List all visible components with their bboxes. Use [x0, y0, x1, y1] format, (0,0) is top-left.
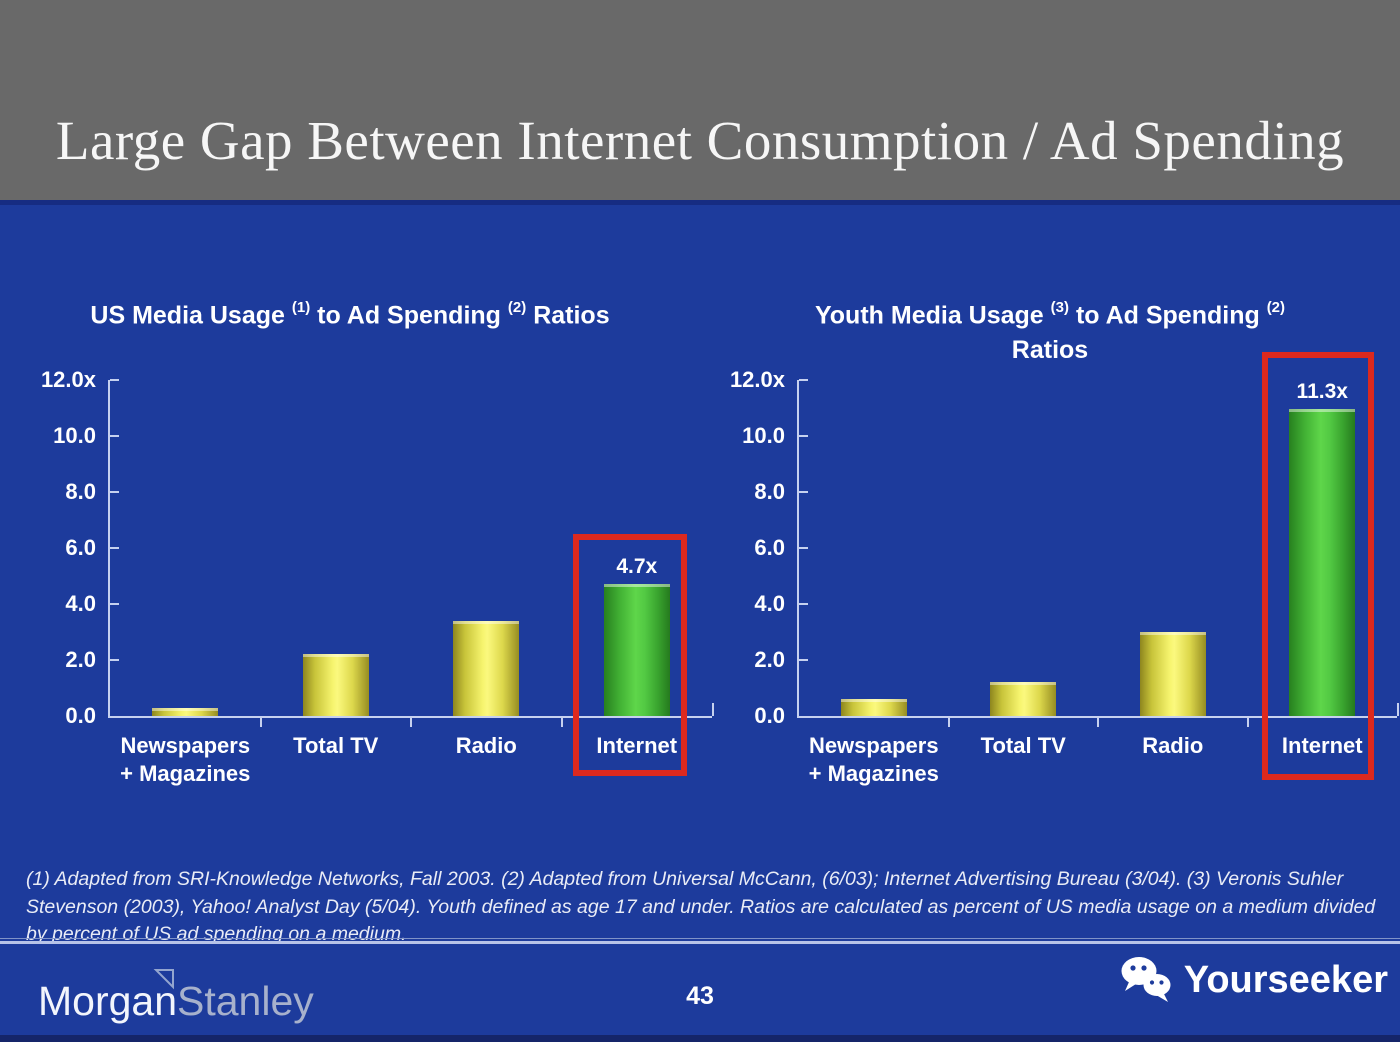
- footnote-ref-3: (3): [1050, 299, 1070, 316]
- y-tick-label: 8.0: [65, 479, 96, 504]
- highlight-box-youth-internet: [1262, 352, 1374, 780]
- category-line: + Magazines: [120, 761, 251, 786]
- separator-line: [0, 941, 1400, 944]
- category-label: Total TV: [293, 732, 378, 760]
- brand-word-stanley: Stanley: [177, 978, 314, 1024]
- title-text: to Ad Spending: [1075, 301, 1260, 330]
- bar-cell-radio: Radio: [1098, 380, 1248, 758]
- category-line: Radio: [455, 733, 517, 758]
- bar-cell-total-tv: Total TV: [949, 380, 1099, 758]
- yourseeker-label: Yourseeker: [1183, 959, 1388, 1001]
- page-number: 43: [686, 982, 714, 1010]
- title-text: to Ad Spending: [317, 301, 501, 330]
- morgan-stanley-logo: MorganStanley: [38, 978, 314, 1025]
- bar-total-tv: [302, 654, 369, 716]
- category-line: Internet: [596, 733, 678, 758]
- category-line: Total TV: [980, 733, 1066, 758]
- y-tick-label: 2.0: [754, 647, 785, 672]
- slide-header: Large Gap Between Internet Consumption /…: [0, 0, 1400, 200]
- bar-newspapers-magazines: [152, 707, 219, 716]
- logo-triangle-icon: [152, 968, 176, 995]
- footnote: (1) Adapted from SRI-Knowledge Networks,…: [26, 868, 1376, 945]
- category-line: Newspapers: [120, 733, 251, 758]
- y-tick-label: 6.0: [65, 535, 96, 560]
- category-label: Radio: [1142, 732, 1203, 760]
- chart-title-us: US Media Usage (1) to Ad Spending (2) Ra…: [10, 292, 690, 333]
- bars-youth: Newspapers + Magazines Total TV Radio: [799, 380, 1398, 786]
- y-tick-label: 2.0: [65, 647, 96, 672]
- plot-area-youth: 12.0x 10.0 8.0 6.0 4.0 2.0 0.0 Newspaper…: [730, 367, 1399, 786]
- category-label: Total TV: [981, 732, 1066, 760]
- bar-cell-newspapers: Newspapers + Magazines: [799, 380, 949, 786]
- category-line: Total TV: [293, 733, 379, 758]
- bars-us: Newspapers + Magazines Total TV Radio: [110, 380, 713, 786]
- bar-total-tv: [990, 682, 1057, 716]
- bar-newspapers-magazines: [840, 699, 907, 716]
- bar-internet: [1289, 409, 1356, 716]
- bar-cell-radio: Radio: [411, 380, 562, 758]
- bar-internet: [603, 584, 670, 716]
- brand-word-morgan: Morgan: [38, 978, 178, 1024]
- y-axis-labels: 12.0x 10.0 8.0 6.0 4.0 2.0 0.0: [10, 367, 96, 729]
- footnote-ref-1: (1): [291, 299, 311, 316]
- bar-cell-newspapers: Newspapers + Magazines: [110, 380, 261, 786]
- bottom-strip: [0, 1035, 1400, 1042]
- category-line: Newspapers: [808, 733, 939, 758]
- footnote-ref-2: (2): [1266, 299, 1286, 316]
- wechat-icon: [1118, 954, 1176, 1011]
- category-line: Radio: [1142, 733, 1204, 758]
- y-tick-label: 0.0: [65, 703, 96, 728]
- category-label: Radio: [456, 732, 517, 760]
- footnote-ref-2: (2): [507, 299, 527, 316]
- y-tick-label: 4.0: [754, 591, 785, 616]
- slide-title: Large Gap Between Internet Consumption /…: [55, 110, 1345, 171]
- y-tick-label: 10.0: [53, 423, 96, 448]
- category-label: Internet: [596, 732, 677, 760]
- chart-us-media: US Media Usage (1) to Ad Spending (2) Ra…: [0, 200, 714, 820]
- y-tick-label: 6.0: [754, 535, 785, 560]
- bar-cell-internet: 11.3x Internet: [1248, 380, 1398, 758]
- chart-youth-media: Youth Media Usage (3) to Ad Spending (2)…: [700, 200, 1400, 820]
- bar-cell-internet: 4.7x Internet: [562, 380, 713, 758]
- y-tick-label: 12.0x: [729, 367, 785, 392]
- y-tick-label: 10.0: [742, 423, 785, 448]
- title-text: Youth Media Usage: [814, 301, 1044, 330]
- y-tick-label: 0.0: [754, 703, 785, 728]
- y-axis-labels: 12.0x 10.0 8.0 6.0 4.0 2.0 0.0: [699, 367, 785, 729]
- title-line-2: Ratios: [1011, 336, 1089, 365]
- bar-value-label: 11.3x: [1296, 380, 1348, 403]
- y-tick-label: 12.0x: [40, 367, 96, 392]
- plot-area-us: 12.0x 10.0 8.0 6.0 4.0 2.0 0.0 Newspaper…: [41, 367, 714, 786]
- y-tick-label: 4.0: [65, 591, 96, 616]
- separator-line: [0, 938, 1400, 939]
- bar-value-label: 4.7x: [616, 555, 658, 579]
- chart-title-youth: Youth Media Usage (3) to Ad Spending (2)…: [710, 292, 1390, 368]
- category-line: Internet: [1281, 733, 1363, 758]
- category-label: Newspapers + Magazines: [809, 732, 939, 788]
- title-text: Ratios: [533, 301, 610, 330]
- category-line: + Magazines: [808, 761, 939, 786]
- category-label: Internet: [1282, 732, 1363, 760]
- yourseeker-watermark: Yourseeker: [1118, 954, 1388, 1011]
- y-tick-label: 8.0: [754, 479, 785, 504]
- header-divider: [0, 200, 1400, 205]
- bar-cell-total-tv: Total TV: [261, 380, 412, 758]
- highlight-box-us-internet: [573, 534, 687, 776]
- title-text: US Media Usage: [90, 301, 285, 330]
- bar-radio: [1139, 632, 1206, 716]
- category-label: Newspapers + Magazines: [120, 732, 250, 788]
- bar-radio: [453, 620, 520, 716]
